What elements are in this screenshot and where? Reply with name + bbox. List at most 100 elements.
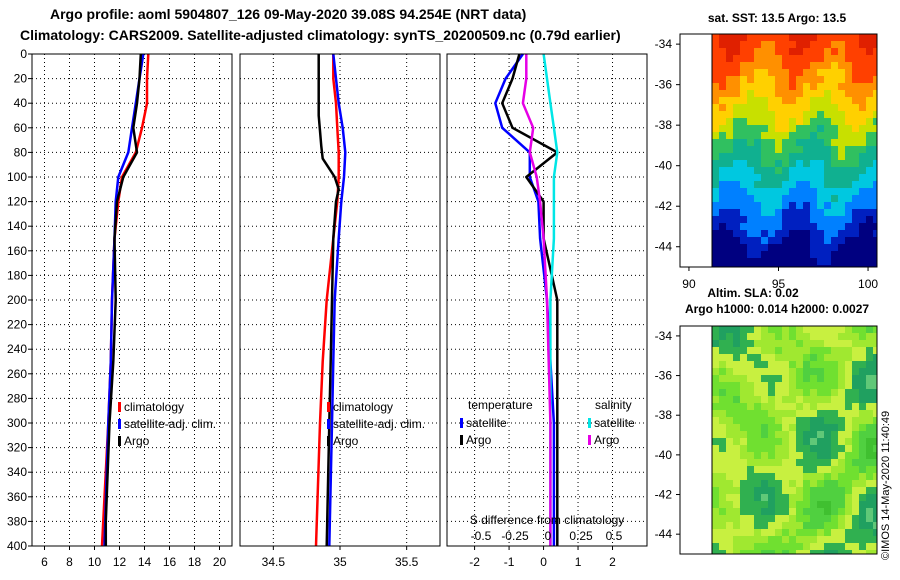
sla-cell xyxy=(817,494,824,501)
sst-cell xyxy=(845,223,852,230)
sla-cell xyxy=(873,529,877,536)
sst-cell xyxy=(754,188,761,195)
sla-cell xyxy=(733,340,740,347)
sla-cell xyxy=(859,550,866,554)
sla-cell xyxy=(796,466,803,473)
sla-cell xyxy=(838,522,845,529)
sst-cell xyxy=(873,216,877,223)
sla-cell xyxy=(712,375,719,382)
sst-cell xyxy=(768,76,775,83)
sla-cell xyxy=(845,536,852,543)
sla-cell xyxy=(768,389,775,396)
sst-cell xyxy=(719,265,726,267)
sla-cell xyxy=(761,494,768,501)
sst-cell xyxy=(831,90,838,97)
sla-cell xyxy=(845,368,852,375)
sst-cell xyxy=(747,202,754,209)
sla-cell xyxy=(740,382,747,389)
sla-cell xyxy=(761,333,768,340)
sst-cell xyxy=(852,258,859,265)
sst-cell xyxy=(754,97,761,104)
sst-cell xyxy=(768,244,775,251)
sst-cell xyxy=(845,76,852,83)
sla-cell xyxy=(866,424,873,431)
sla-cell xyxy=(859,326,866,333)
sst-cell xyxy=(796,90,803,97)
sla-cell xyxy=(859,410,866,417)
sla-cell xyxy=(712,368,719,375)
sla-cell xyxy=(845,459,852,466)
sla-cell xyxy=(845,347,852,354)
sst-cell xyxy=(803,104,810,111)
sla-cell xyxy=(775,326,782,333)
sst-cell xyxy=(740,69,747,76)
sst-cell xyxy=(817,69,824,76)
sst-cell xyxy=(719,160,726,167)
sst-cell xyxy=(733,174,740,181)
sst-cell xyxy=(824,48,831,55)
sla-cell xyxy=(712,550,719,554)
sst-cell xyxy=(782,55,789,62)
sla-cell xyxy=(796,382,803,389)
sst-cell xyxy=(754,216,761,223)
sst-cell xyxy=(845,202,852,209)
sst-cell xyxy=(803,132,810,139)
sla-cell xyxy=(782,410,789,417)
sst-cell xyxy=(740,181,747,188)
sla-cell xyxy=(845,445,852,452)
sla-cell xyxy=(838,550,845,554)
sla-cell xyxy=(831,389,838,396)
sst-cell xyxy=(719,76,726,83)
sla-cell xyxy=(754,522,761,529)
sst-cell xyxy=(768,174,775,181)
sst-cell xyxy=(810,69,817,76)
sst-cell xyxy=(782,139,789,146)
sla-cell xyxy=(852,382,859,389)
sst-cell xyxy=(824,55,831,62)
sst-cell xyxy=(747,48,754,55)
sst-cell xyxy=(740,55,747,62)
sla-cell xyxy=(789,550,796,554)
sst-cell xyxy=(726,237,733,244)
sla-cell xyxy=(733,424,740,431)
sst-cell xyxy=(747,146,754,153)
sst-cell xyxy=(740,104,747,111)
sla-cell xyxy=(859,368,866,375)
sst-cell xyxy=(712,48,719,55)
sst-cell xyxy=(852,195,859,202)
sst-cell xyxy=(740,76,747,83)
sla-cell xyxy=(719,396,726,403)
sla-cell xyxy=(845,424,852,431)
sst-cell xyxy=(768,97,775,104)
sla-cell xyxy=(817,445,824,452)
sla-cell xyxy=(796,326,803,333)
sla-cell xyxy=(810,445,817,452)
sst-cell xyxy=(852,90,859,97)
sla-cell xyxy=(789,403,796,410)
sst-cell xyxy=(782,195,789,202)
sla-cell xyxy=(866,445,873,452)
sst-cell xyxy=(754,195,761,202)
sla-cell xyxy=(768,508,775,515)
sst-cell xyxy=(775,216,782,223)
sla-cell xyxy=(831,515,838,522)
sst-cell xyxy=(782,237,789,244)
sla-cell xyxy=(761,515,768,522)
sst-cell xyxy=(852,209,859,216)
sst-cell xyxy=(712,90,719,97)
sst-cell xyxy=(768,111,775,118)
sla-cell xyxy=(719,550,726,554)
sst-cell xyxy=(768,132,775,139)
sst-cell xyxy=(747,34,754,41)
sst-cell xyxy=(782,188,789,195)
sst-cell xyxy=(733,111,740,118)
sst-cell xyxy=(838,139,845,146)
sla-cell xyxy=(754,501,761,508)
sla-cell xyxy=(824,522,831,529)
sla-lat-label: -44 xyxy=(655,527,673,541)
x-tick-label: 34.5 xyxy=(262,555,286,569)
sla-cell xyxy=(775,508,782,515)
sst-cell xyxy=(754,132,761,139)
sla-cell xyxy=(747,543,754,550)
sst-cell xyxy=(803,118,810,125)
